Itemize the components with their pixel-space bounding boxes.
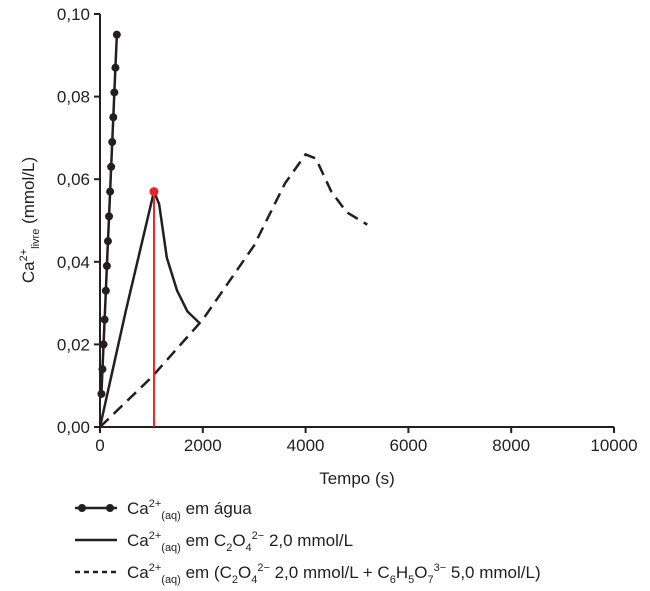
text-part: 4 — [246, 542, 252, 554]
legend-entry: Ca2+(aq) em água — [127, 498, 252, 522]
y-tick-label: 0,08 — [57, 88, 90, 107]
text-part: 2− — [252, 530, 265, 542]
text-part: em C — [181, 531, 226, 550]
text-part: 5,0 mmol/L) — [446, 563, 540, 582]
legend-marker — [78, 504, 86, 512]
y-tick-label: 0,00 — [57, 418, 90, 437]
text-part: 2,0 mmol/L + C — [270, 563, 390, 582]
text-part: 2+ — [149, 498, 162, 510]
text-part: 5 — [408, 574, 414, 586]
text-part: 2+ — [149, 530, 162, 542]
data-point — [97, 389, 106, 398]
text-part: (aq) — [161, 510, 181, 522]
text-part: 2− — [257, 562, 270, 574]
text-part: Ca — [127, 563, 149, 582]
data-point — [98, 365, 107, 374]
series-line — [98, 187, 202, 428]
text-part: 2+ — [149, 562, 162, 574]
data-point — [112, 30, 121, 39]
series-line — [99, 152, 368, 428]
text-part: (mmol/L) — [19, 157, 38, 229]
y-axis-label: Ca2+livre (mmol/L) — [18, 157, 42, 283]
y-tick-label: 0,06 — [57, 170, 90, 189]
data-point — [106, 187, 115, 196]
text-part: 2 — [226, 542, 232, 554]
text-part: livre — [30, 229, 42, 249]
highlight-point — [149, 187, 159, 197]
text-part: 2,0 mmol/L — [264, 531, 353, 550]
data-point — [109, 113, 118, 122]
y-tick-label: 0,10 — [57, 5, 90, 24]
text-part: em água — [181, 499, 252, 518]
data-point — [101, 286, 110, 295]
text-part: (aq) — [161, 574, 181, 586]
data-point — [107, 162, 116, 171]
text-part: O — [238, 563, 251, 582]
x-axis-label: Tempo (s) — [319, 469, 395, 488]
data-point — [100, 315, 109, 324]
data-point — [111, 63, 120, 72]
text-part: 6 — [390, 574, 396, 586]
x-tick-label: 6000 — [389, 436, 427, 455]
data-point — [110, 88, 119, 97]
legend-entry: Ca2+(aq) em C2O42− 2,0 mmol/L — [127, 530, 353, 554]
x-tick-label: 4000 — [287, 436, 325, 455]
text-part: Ca — [127, 499, 149, 518]
legend-marker — [106, 504, 114, 512]
data-point — [102, 261, 111, 270]
x-tick-label: 8000 — [492, 436, 530, 455]
text-part: 2 — [232, 574, 238, 586]
text-part: H — [396, 563, 408, 582]
text-part: O — [232, 531, 245, 550]
text-part: (aq) — [161, 542, 181, 554]
data-point — [105, 212, 114, 221]
text-part: O — [414, 563, 427, 582]
text-part: 4 — [251, 574, 257, 586]
y-tick-label: 0,04 — [57, 253, 90, 272]
data-point — [99, 340, 108, 349]
x-tick-label: 2000 — [184, 436, 222, 455]
y-tick-label: 0,02 — [57, 335, 90, 354]
data-point — [103, 237, 112, 246]
x-tick-label: 10000 — [590, 436, 637, 455]
text-part: Ca — [127, 531, 149, 550]
text-part: 7 — [427, 574, 433, 586]
x-tick-label: 0 — [95, 436, 104, 455]
text-part: 3− — [434, 562, 447, 574]
text-part: em (C — [181, 563, 232, 582]
data-point — [108, 138, 117, 147]
legend-entry: Ca2+(aq) em (C2O42− 2,0 mmol/L + C6H5O73… — [127, 562, 541, 586]
text-part: Ca — [19, 261, 38, 283]
text-part: 2+ — [18, 249, 30, 262]
